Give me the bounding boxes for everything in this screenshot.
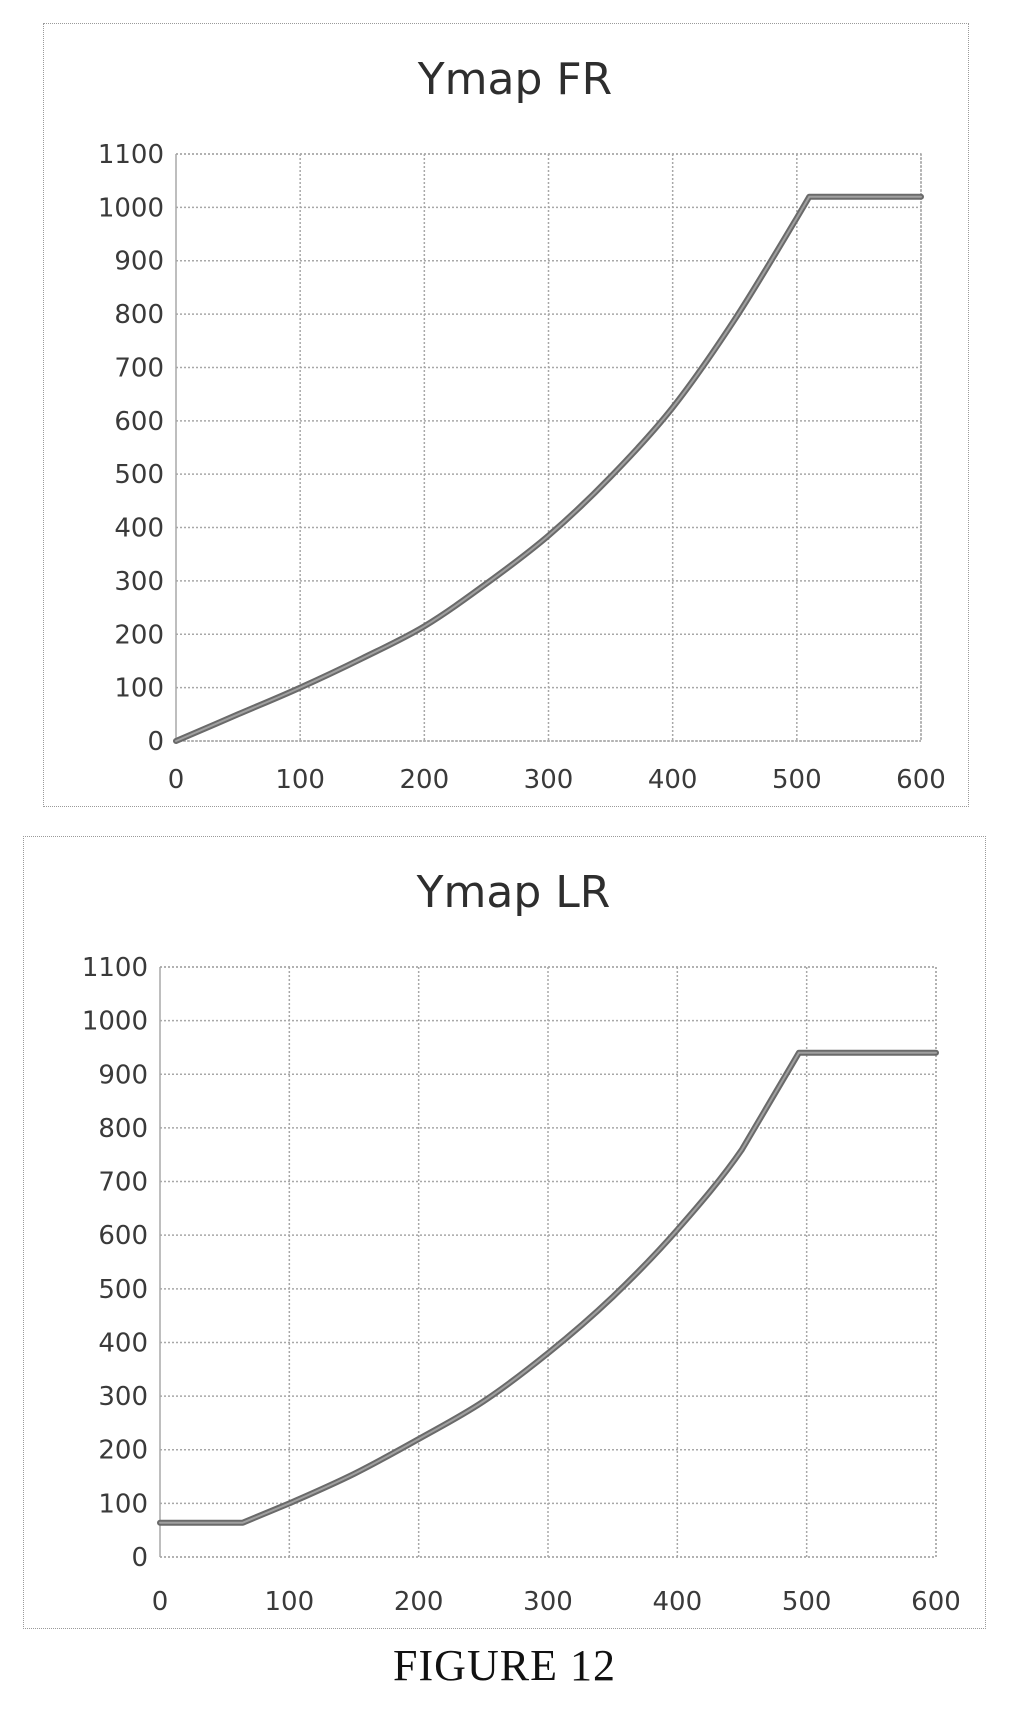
y-tick-label: 800 <box>114 300 164 330</box>
y-tick-label: 800 <box>98 1114 148 1144</box>
x-tick-label: 500 <box>782 1587 832 1617</box>
y-tick-label: 300 <box>114 567 164 597</box>
y-tick-label: 0 <box>131 1543 148 1573</box>
y-tick-label: 400 <box>114 514 164 544</box>
x-tick-label: 300 <box>523 1587 573 1617</box>
y-tick-label: 100 <box>114 674 164 704</box>
chart-ymap-lr: Ymap LR010020030040050060070080090010001… <box>82 867 961 1617</box>
y-tick-label: 500 <box>98 1275 148 1305</box>
series-line-highlight <box>159 1051 937 1524</box>
x-tick-label: 400 <box>653 1587 703 1617</box>
x-tick-label: 300 <box>524 765 574 795</box>
x-tick-label: 400 <box>648 765 698 795</box>
y-tick-label: 900 <box>114 247 164 277</box>
y-tick-label: 200 <box>114 620 164 650</box>
chart-title: Ymap FR <box>417 54 613 105</box>
chart-panel-ymap-lr: Ymap LR 0 100 200 300 400 500 600 700 800 900 1000 1… <box>23 836 986 1629</box>
chart-panel-ymap-fr: Ymap FR 0 100 200 300 400 500 600 700 800 900 1000 1… <box>43 23 969 807</box>
y-tick-label: 600 <box>114 407 164 437</box>
x-tick-label: 0 <box>152 1587 169 1617</box>
x-tick-label: 100 <box>265 1587 315 1617</box>
x-tick-label: 0 <box>168 765 185 795</box>
y-tick-label: 1100 <box>82 953 148 983</box>
y-tick-label: 700 <box>98 1168 148 1198</box>
x-tick-label: 100 <box>275 765 325 795</box>
y-tick-label: 0 <box>147 727 164 757</box>
plot-area <box>175 153 922 742</box>
chart-title: Ymap LR <box>416 867 611 918</box>
x-tick-label: 500 <box>772 765 822 795</box>
y-tick-label: 100 <box>98 1489 148 1519</box>
y-tick-label: 700 <box>114 353 164 383</box>
y-tick-label: 1000 <box>82 1007 148 1037</box>
y-tick-label: 300 <box>98 1382 148 1412</box>
y-tick-label: 1000 <box>98 193 164 223</box>
y-tick-label: 500 <box>114 460 164 490</box>
x-tick-label: 600 <box>911 1587 961 1617</box>
series-line-highlight <box>175 195 922 742</box>
x-tick-label: 200 <box>400 765 450 795</box>
y-tick-label: 900 <box>98 1060 148 1090</box>
figure-caption: FIGURE 12 <box>393 1641 616 1690</box>
y-tick-label: 1100 <box>98 140 164 170</box>
plot-area <box>159 966 937 1558</box>
y-tick-label: 200 <box>98 1436 148 1466</box>
x-tick-label: 600 <box>896 765 946 795</box>
x-tick-label: 200 <box>394 1587 444 1617</box>
chart-ymap-fr: Ymap FR010020030040050060070080090010001… <box>98 54 946 795</box>
y-tick-label: 600 <box>98 1221 148 1251</box>
y-tick-label: 400 <box>98 1328 148 1358</box>
